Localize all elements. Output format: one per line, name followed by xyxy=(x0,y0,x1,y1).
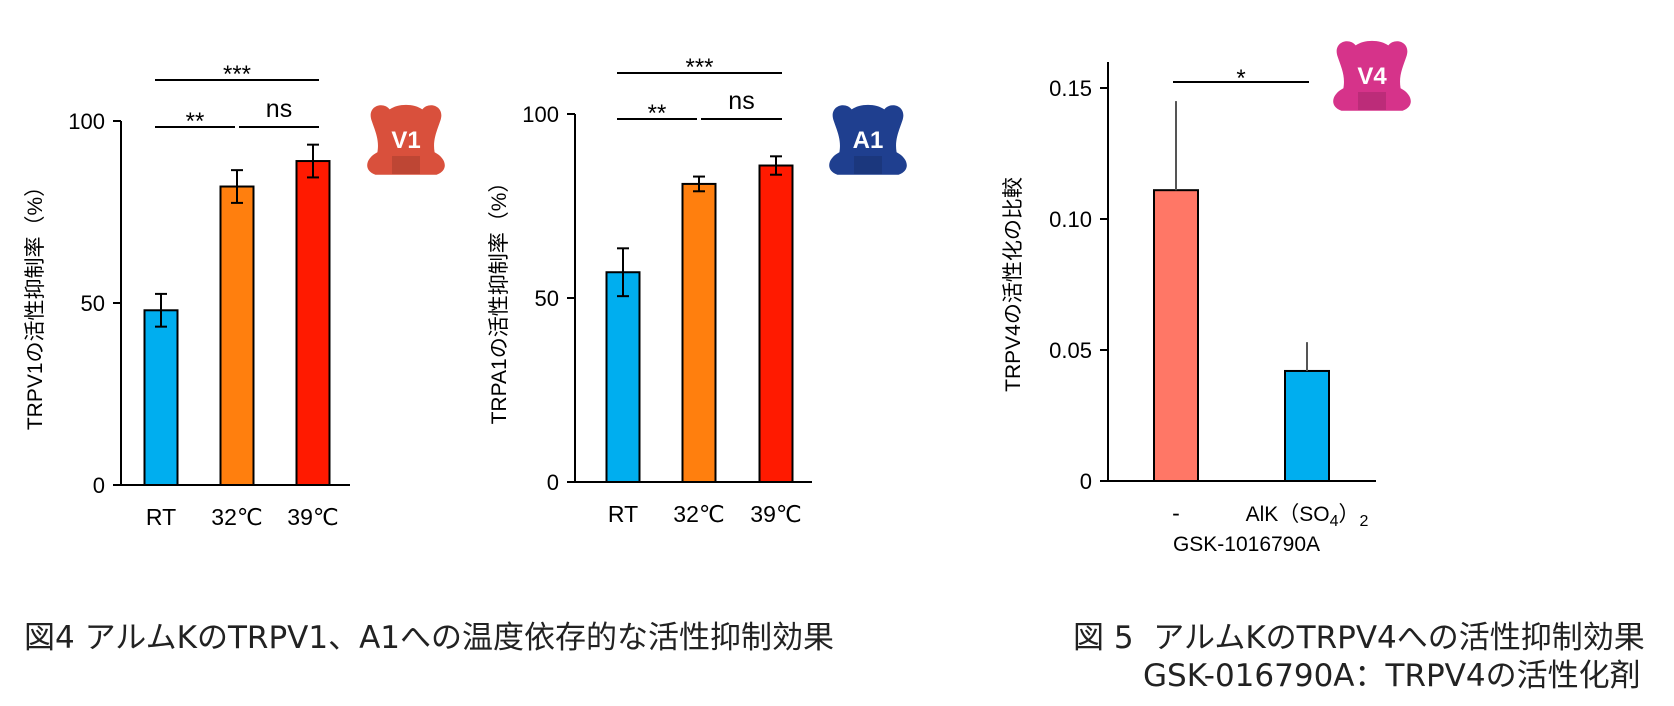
channel-shape xyxy=(367,104,445,175)
bar xyxy=(219,185,255,487)
y-tick-label: 0 xyxy=(93,473,105,498)
bar xyxy=(1284,369,1330,482)
category-label: 39℃ xyxy=(750,501,801,527)
channel-label: V1 xyxy=(391,127,420,154)
bar xyxy=(681,182,717,483)
channel-pore xyxy=(1358,92,1386,110)
y-tick-label: 100 xyxy=(68,109,105,134)
channel-label: V4 xyxy=(1357,63,1387,90)
y-tick-label: 0 xyxy=(1080,469,1092,494)
significance-label: ns xyxy=(266,95,292,123)
category-label: RT xyxy=(608,501,638,527)
y-axis-label: TRPV4の活性化の比較 xyxy=(1002,177,1025,392)
category-label: 32℃ xyxy=(673,501,724,527)
category-label: 32℃ xyxy=(211,504,262,530)
category-label: - xyxy=(1172,500,1180,526)
significance-label: ** xyxy=(186,108,205,135)
bar xyxy=(1153,189,1199,482)
channel-icon: A1 xyxy=(829,104,907,175)
figure5-caption-line2: GSK-016790A：TRPV4の活性化剤 xyxy=(1143,658,1641,694)
chart-3: 0 0.05 0.10 0.15 TRPV4の活性化の比較 - AlK（SO4）2 GSK-1… xyxy=(1002,40,1411,556)
chart-2: 0 50 100 TRPA1の活性抑制率（%） RT 32℃ 39℃ ** ns *** A1 xyxy=(488,54,907,527)
bar xyxy=(143,309,179,486)
significance-label: ns xyxy=(728,87,754,115)
significance-label: * xyxy=(1236,65,1245,92)
y-axis-label: TRPV1の活性抑制率（%） xyxy=(24,176,47,430)
y-tick-label: 100 xyxy=(522,102,559,127)
channel-icon: V4 xyxy=(1333,40,1411,111)
figure4-caption: 図4 アルムKのTRPV1、A1への温度依存的な活性抑制効果 xyxy=(24,620,835,656)
y-tick-label: 50 xyxy=(81,291,105,316)
channel-shape xyxy=(1333,40,1411,111)
significance-label: ** xyxy=(648,100,667,127)
y-tick-label: 0.15 xyxy=(1049,76,1092,101)
y-tick-label: 0 xyxy=(547,470,559,495)
y-tick-label: 0.10 xyxy=(1049,207,1092,232)
channel-pore xyxy=(392,156,420,174)
category-label: RT xyxy=(146,504,176,530)
significance-label: *** xyxy=(685,54,713,81)
bar xyxy=(758,164,794,484)
bar xyxy=(295,160,331,486)
channel-label: A1 xyxy=(853,127,884,154)
y-tick-label: 50 xyxy=(535,286,559,311)
channel-icon: V1 xyxy=(367,104,445,175)
y-axis-label: TRPA1の活性抑制率（%） xyxy=(488,172,511,425)
x-axis-label: GSK-1016790A xyxy=(1173,533,1320,556)
y-tick-label: 0.05 xyxy=(1049,338,1092,363)
figure5-caption-line1: 図 5 アルムKのTRPV4への活性抑制効果 xyxy=(1073,620,1645,656)
significance-label: *** xyxy=(223,61,251,88)
category-label: AlK（SO4）2 xyxy=(1246,503,1369,530)
category-label: 39℃ xyxy=(287,504,338,530)
bar xyxy=(605,271,641,483)
chart-1: 0 50 100 TRPV1の活性抑制率（%） RT 32℃ 39℃ ** ns *** V1 xyxy=(24,61,445,530)
channel-shape xyxy=(829,104,907,175)
channel-pore xyxy=(854,156,882,174)
